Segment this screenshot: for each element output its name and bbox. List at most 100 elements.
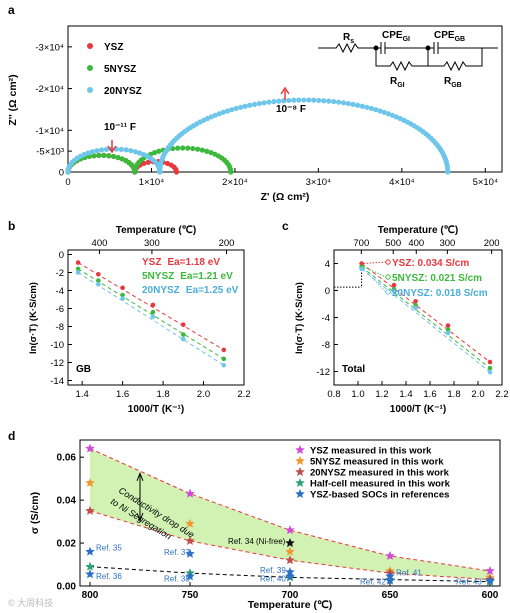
data-point-ysz <box>445 323 451 328</box>
y-tick-label-d: 0.06 <box>57 453 77 464</box>
panel-letter-c: c <box>282 219 289 233</box>
y-tick-label-a: -2×10⁴ <box>35 84 64 95</box>
star-marker-series-2 <box>85 505 95 515</box>
x-tick-label-c: 1.2 <box>375 389 388 400</box>
svg-text:RGB: RGB <box>444 76 462 89</box>
impedance-point-20nysz <box>359 103 365 109</box>
ref-label: Ref. 37 <box>164 548 190 557</box>
resistor-gb <box>427 48 483 72</box>
impedance-point-20nysz <box>345 100 351 107</box>
impedance-point-20nysz <box>220 109 226 115</box>
x-tick-label-c: 1.0 <box>351 389 364 400</box>
impedance-point-20nysz <box>81 151 87 158</box>
y-tick-label-b: -4 <box>56 286 64 297</box>
x-tick-label-a: 1×10⁴ <box>139 177 164 188</box>
y-tick-label-a: -5×10³ <box>36 147 64 158</box>
data-point-20nysz <box>359 266 364 272</box>
data-point-ysz <box>120 285 125 291</box>
star-marker-series-3 <box>85 561 95 571</box>
impedance-point-20nysz <box>291 97 297 103</box>
y-tick-label-d: 0.04 <box>57 496 77 507</box>
legend-c: YSZ: 0.034 S/cm 5NYSZ: 0.021 S/cm 20NYSZ… <box>392 258 488 299</box>
impedance-point-5nysz <box>115 154 121 161</box>
impedance-point-20nysz <box>261 100 267 106</box>
resistor-gi <box>375 48 429 72</box>
data-point-5nysz <box>487 365 493 371</box>
impedance-point-20nysz <box>377 108 383 114</box>
top-tick-label-c: 300 <box>439 238 455 249</box>
impedance-point-5nysz <box>190 145 196 152</box>
star-marker-series-4 <box>185 571 195 581</box>
star-marker-series-4 <box>285 538 295 548</box>
star-marker-series-0 <box>485 565 495 576</box>
y-tick-label-b: -14 <box>50 376 64 387</box>
impedance-point-20nysz <box>103 146 110 152</box>
x-tick-label-a: 5×10⁴ <box>473 177 498 188</box>
legend-label-d-0: YSZ measured in this work <box>310 446 432 457</box>
star-marker-series-4 <box>285 571 295 581</box>
legend-marker-5nysz <box>87 65 93 71</box>
circuit-label-cpe-gi: CPE <box>382 30 403 41</box>
star-marker-series-0 <box>185 488 195 498</box>
leader-line-20nysz <box>363 268 387 293</box>
leader-marker-ysz <box>385 259 391 265</box>
impedance-point-5nysz <box>151 149 158 156</box>
data-point-5nysz <box>96 278 101 283</box>
star-marker-series-4 <box>85 546 95 556</box>
y-tick-label-d: 0.00 <box>57 582 77 593</box>
ref-label: Ref. 39 <box>260 566 286 575</box>
leader-marker-5nysz <box>385 274 391 280</box>
y-tick-label-b: -12 <box>50 358 64 369</box>
plot-area-c <box>334 259 493 375</box>
legend-marker-20nysz <box>87 87 93 93</box>
impedance-point-20nysz <box>316 97 322 104</box>
y-tick-label-c: -8 <box>322 340 330 351</box>
impedance-point-20nysz <box>123 147 129 153</box>
impedance-point-20nysz <box>132 149 139 155</box>
impedance-point-5nysz <box>175 145 181 151</box>
annotation-capacitance-high: 10⁻⁸ F <box>276 104 306 115</box>
top-tick-label-c: 200 <box>484 238 500 249</box>
x-tick-label-b: 1.4 <box>76 389 89 400</box>
legend-marker-d-2 <box>295 467 305 477</box>
legend-b-20nysz-name: 20NYSZ <box>142 285 180 296</box>
impedance-point-20nysz <box>336 99 342 105</box>
x-tick-label-c: 0.8 <box>327 389 340 400</box>
equivalent-circuit <box>318 42 498 72</box>
y-ticks-a: -3×10⁴ -2×10⁴ -1×10⁴ -5×10³ 0 <box>35 42 72 179</box>
impedance-point-5nysz <box>156 148 162 154</box>
legend-marker-d-4 <box>295 489 305 499</box>
ref-label: Ref. 35 <box>96 544 122 553</box>
legend-label-20nysz: 20NYSZ <box>104 86 142 97</box>
data-point-ysz <box>75 260 81 265</box>
x-tick-label-a: 4×10⁴ <box>389 177 414 188</box>
impedance-point-20nysz <box>385 111 392 117</box>
data-point-5nysz <box>75 266 81 272</box>
star-marker-series-2 <box>185 535 195 545</box>
circuit-label-cpe-gb: CPE <box>434 30 455 41</box>
impedance-points <box>65 97 451 175</box>
fit-curve-ysz <box>89 448 491 572</box>
data-point-ysz <box>391 282 397 288</box>
impedance-point-5nysz <box>228 169 234 175</box>
cpe-gi <box>376 42 428 54</box>
impedance-point-20nysz <box>128 148 134 154</box>
impedance-point-5nysz <box>204 148 210 154</box>
top-tick-label-b: 200 <box>219 238 235 249</box>
fit-line-20nysz <box>77 272 225 366</box>
star-marker-series-1 <box>185 518 195 528</box>
legend-label-5nysz: 5NYSZ <box>104 64 136 75</box>
y-tick-label-b: -6 <box>56 304 64 315</box>
data-point-20nysz <box>413 305 418 311</box>
x-tick-label-d: 650 <box>382 590 399 601</box>
legend-label-d-4: YSZ-based SOCs in references <box>310 490 449 501</box>
resistor-rs <box>318 42 376 54</box>
data-point-20nysz <box>445 330 451 336</box>
impedance-point-20nysz <box>216 111 222 117</box>
panel-d: d 800 750 700 650 600 0.00 0.02 0.04 0.06 σ (S/c… <box>8 429 501 611</box>
star-marker-series-0 <box>85 443 95 453</box>
leader-line-5nysz <box>363 266 387 278</box>
impedance-point-20nysz <box>251 101 258 107</box>
